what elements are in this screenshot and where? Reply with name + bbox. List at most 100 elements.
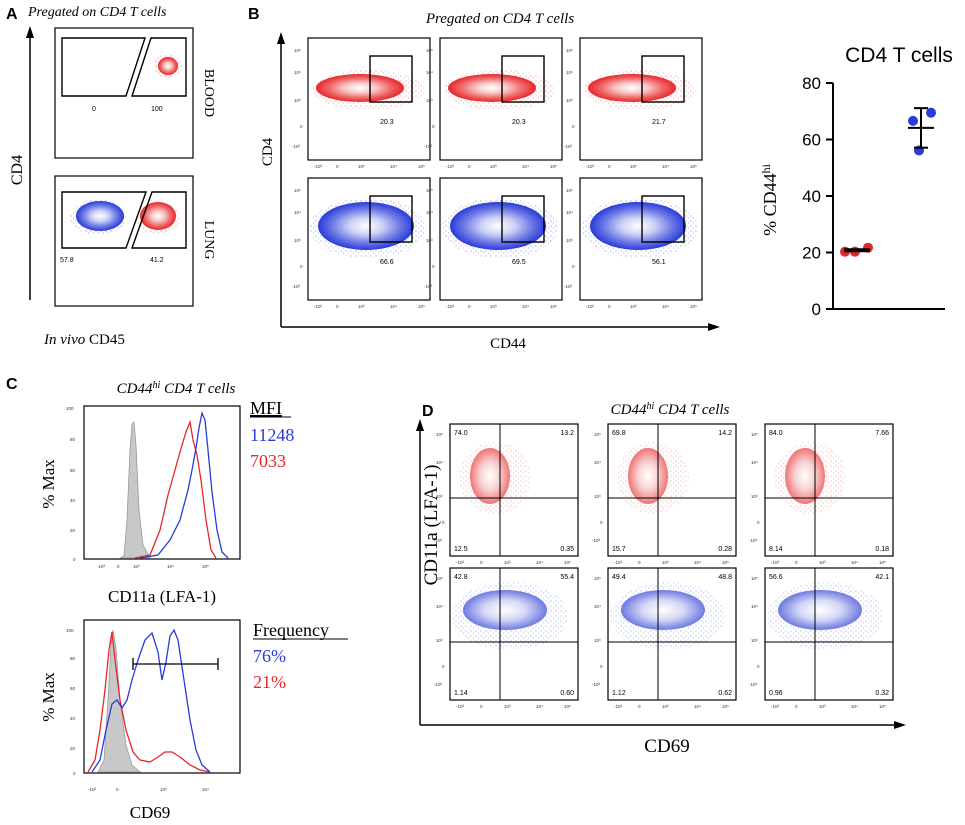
x-tick-label: 0: [336, 164, 339, 169]
y-tick-label: 60: [802, 131, 821, 150]
y-tick-label: 10³: [436, 638, 443, 643]
x-tick-label: -10³: [314, 164, 323, 169]
quadrant-plot: 84.0 7.66 8.14 0.18 10⁵ 10⁴ 10³ 0 -10³ -10³ 0 10³ 10…: [749, 423, 894, 565]
y-tick-label: 80: [802, 74, 821, 93]
y-tick-label: 0: [300, 124, 303, 129]
chart-title: CD4 T cells: [845, 44, 953, 67]
histogram-red: [134, 419, 217, 559]
y-tick-label: -10³: [424, 144, 433, 149]
panel-a-letter: A: [6, 6, 18, 23]
quadrant-lower-right-value: 0.28: [718, 546, 732, 553]
density-contour: [590, 202, 686, 250]
panel-d-x-label: CD69: [644, 736, 689, 757]
panel-c: C CD44hi CD4 T cells 100 80 60 40 20 0 -10³ 0…: [6, 376, 348, 822]
flow-plot: 20.3 10⁵ 10⁴ 10³ 0 -10³ -10³ 0 10³ 10⁴ 10⁵: [424, 37, 563, 169]
panel-a-y-axis-arrow: [26, 26, 34, 38]
hist-x-ticks: -10³ 0 10³ 10⁴ 10⁵: [97, 564, 209, 569]
y-tick-label: 0: [300, 264, 303, 269]
legend-title: Frequency: [253, 620, 329, 640]
gate-box: [501, 55, 545, 103]
y-tick-label: 10³: [751, 638, 758, 643]
panel-a-y-label: CD4: [9, 155, 26, 185]
gate-right-value: 41.2: [150, 257, 164, 264]
gate-value: 20.3: [380, 119, 394, 126]
quadrant-plot: 69.8 14.2 15.7 0.28 10⁵ 10⁴ 10³ 0 -10³ -10³ 0 10³ 10…: [592, 423, 737, 565]
density-contour: [785, 448, 825, 504]
y-tick-label: 10³: [566, 238, 573, 243]
panel-a: A Pregated on CD4 T cells CD4 0 100 BLOO…: [6, 5, 216, 348]
panel-b-y-axis-arrow: [277, 32, 285, 44]
panel-a-title: Pregated on CD4 T cells: [27, 5, 167, 20]
quadrant-upper-left-value: 69.8: [612, 430, 626, 437]
y-tick-label: 0: [812, 300, 821, 319]
x-tick-label: 10⁴: [536, 704, 543, 709]
x-tick-label: 0: [480, 704, 483, 709]
x-tick-label: -10³: [456, 560, 465, 565]
x-tick-label: 0: [468, 304, 471, 309]
panel-b-y-label: CD4: [260, 137, 276, 166]
x-tick-label: 10³: [819, 704, 826, 709]
quadrant-lower-right-value: 0.62: [718, 690, 732, 697]
y-tick-label: 10³: [426, 238, 433, 243]
x-tick-label: 10⁴: [694, 704, 701, 709]
series-lung: [908, 107, 936, 156]
legend-red-value: 7033: [250, 451, 286, 471]
legend-title: MFI: [250, 398, 282, 418]
x-tick-label: -10³: [314, 304, 323, 309]
x-tick-label: 10⁴: [536, 560, 543, 565]
y-tick-label: 10⁵: [436, 576, 443, 581]
panel-b: B Pregated on CD4 T cells CD4 CD44 20.3 1…: [248, 6, 720, 352]
x-tick-label: -10³: [586, 164, 595, 169]
data-point: [926, 107, 936, 118]
x-tick-label: -10³: [771, 560, 780, 565]
y-tick-label: -10³: [292, 144, 301, 149]
density-contour: [628, 448, 668, 504]
y-tick-label: -10³: [749, 682, 758, 687]
quadrant-lower-right-value: 0.60: [560, 690, 574, 697]
y-tick-label: 10⁵: [594, 576, 601, 581]
y-tick-label: 20: [802, 244, 821, 263]
isotype-histogram: [119, 421, 151, 559]
quadrant-upper-left-value: 56.6: [769, 574, 783, 581]
gate-left: [61, 191, 147, 249]
histogram-red: [87, 631, 211, 773]
y-tick-label: 0: [442, 520, 445, 525]
y-tick-label: 0: [442, 664, 445, 669]
y-tick-label: 10³: [294, 98, 301, 103]
quadrant-upper-right-value: 55.4: [560, 574, 574, 581]
gate-left-value: 57.8: [60, 257, 74, 264]
x-tick-label: 10⁴: [662, 304, 669, 309]
y-tick-label: 10⁴: [594, 460, 601, 465]
x-tick-label: 10⁵: [879, 560, 886, 565]
x-tick-label: 0: [638, 560, 641, 565]
y-tick-label: -10³: [424, 284, 433, 289]
y-tick-label: 0: [600, 520, 603, 525]
x-tick-label: -10³: [614, 560, 623, 565]
x-tick-label: 10⁵: [418, 304, 425, 309]
hist-y-ticks: 100 80 60 40 20 0: [66, 628, 76, 776]
quadrant-lower-right-value: 0.18: [875, 546, 889, 553]
quadrant-upper-left-value: 74.0: [454, 430, 468, 437]
density-contour-red: [140, 202, 176, 230]
quadrant-lower-left-value: 0.96: [769, 690, 783, 697]
svg-text:0: 0: [116, 787, 119, 792]
y-tick-label: 10⁵: [426, 188, 433, 193]
data-point: [908, 115, 918, 126]
flow-plot: 56.1 10⁵ 10⁴ 10³ 0 -10³ -10³ 0 10³ 10⁴ 10⁵: [564, 177, 703, 309]
y-tick-label: -10³: [592, 538, 601, 543]
density-contour-blue: [76, 201, 124, 231]
x-tick-label: 10⁵: [564, 560, 571, 565]
x-tick-label: 10³: [490, 304, 497, 309]
x-tick-label: 0: [795, 560, 798, 565]
density-contour: [316, 74, 404, 102]
svg-text:-10³: -10³: [88, 787, 97, 792]
svg-text:80: 80: [70, 437, 76, 442]
svg-text:80: 80: [70, 656, 76, 661]
panel-a-x-label: In vivo CD45: [43, 332, 125, 348]
hist-y-ticks: 100 80 60 40 20 0: [66, 406, 76, 562]
density-contour: [621, 590, 705, 630]
y-tick-label: 10³: [566, 98, 573, 103]
plot-frame: [54, 175, 194, 307]
quadrant-upper-right-value: 7.66: [875, 430, 889, 437]
density-contour: [318, 202, 414, 250]
